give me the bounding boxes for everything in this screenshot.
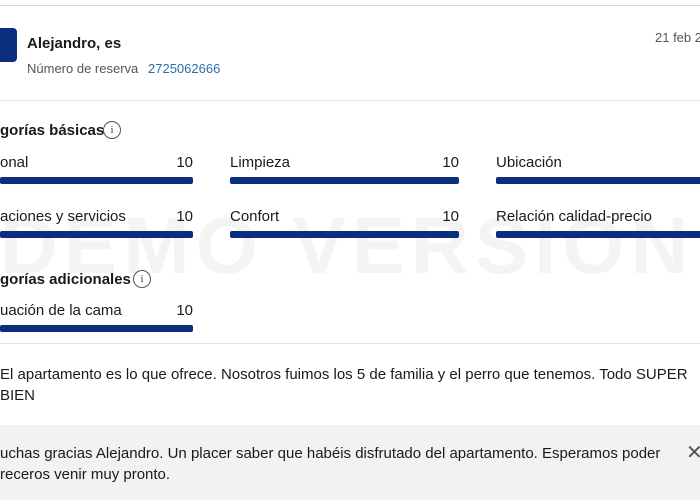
- guest-name: Alejandro, es: [27, 35, 122, 52]
- category-score: 10: [442, 208, 459, 225]
- reservation-number[interactable]: 2725062666: [148, 61, 221, 76]
- close-icon[interactable]: ✕: [686, 442, 700, 464]
- category-label: Limpieza: [230, 154, 291, 171]
- divider: [0, 343, 700, 344]
- text-line: BIEN: [0, 387, 36, 404]
- category-label: uación de la cama: [0, 302, 122, 319]
- score-bar: [496, 177, 700, 184]
- category-score: 10: [442, 154, 459, 171]
- text-line: uchas gracias Alejandro. Un placer saber…: [0, 445, 661, 462]
- watermark: DEMO VERSION: [0, 200, 694, 292]
- info-icon[interactable]: i: [133, 270, 151, 288]
- reply-box: [0, 425, 700, 500]
- score-bar: [0, 325, 193, 332]
- category-label: Confort: [230, 208, 280, 225]
- reservation-label: Número de reserva: [27, 61, 139, 76]
- text-line: receros venir muy pronto.: [0, 466, 171, 483]
- score-bar: [230, 177, 459, 184]
- section-title: gorías adicionales: [0, 271, 131, 288]
- avatar: [0, 28, 17, 62]
- info-icon[interactable]: i: [103, 121, 121, 139]
- top-border: [0, 5, 700, 6]
- divider: [0, 100, 700, 101]
- score-bar: [230, 231, 459, 238]
- score-bar: [496, 231, 700, 238]
- section-title: gorías básicas: [0, 122, 105, 139]
- category-score: 10: [176, 208, 193, 225]
- category-score: 10: [176, 302, 193, 319]
- category-label: onal: [0, 154, 29, 171]
- category-label: aciones y servicios: [0, 208, 126, 225]
- review-date: 21 feb 2: [655, 30, 700, 45]
- category-label: Ubicación: [496, 154, 562, 171]
- score-bar: [0, 177, 193, 184]
- category-score: 10: [176, 154, 193, 171]
- text-line: El apartamento es lo que ofrece. Nosotro…: [0, 366, 688, 383]
- score-bar: [0, 231, 193, 238]
- category-label: Relación calidad-precio: [496, 208, 652, 225]
